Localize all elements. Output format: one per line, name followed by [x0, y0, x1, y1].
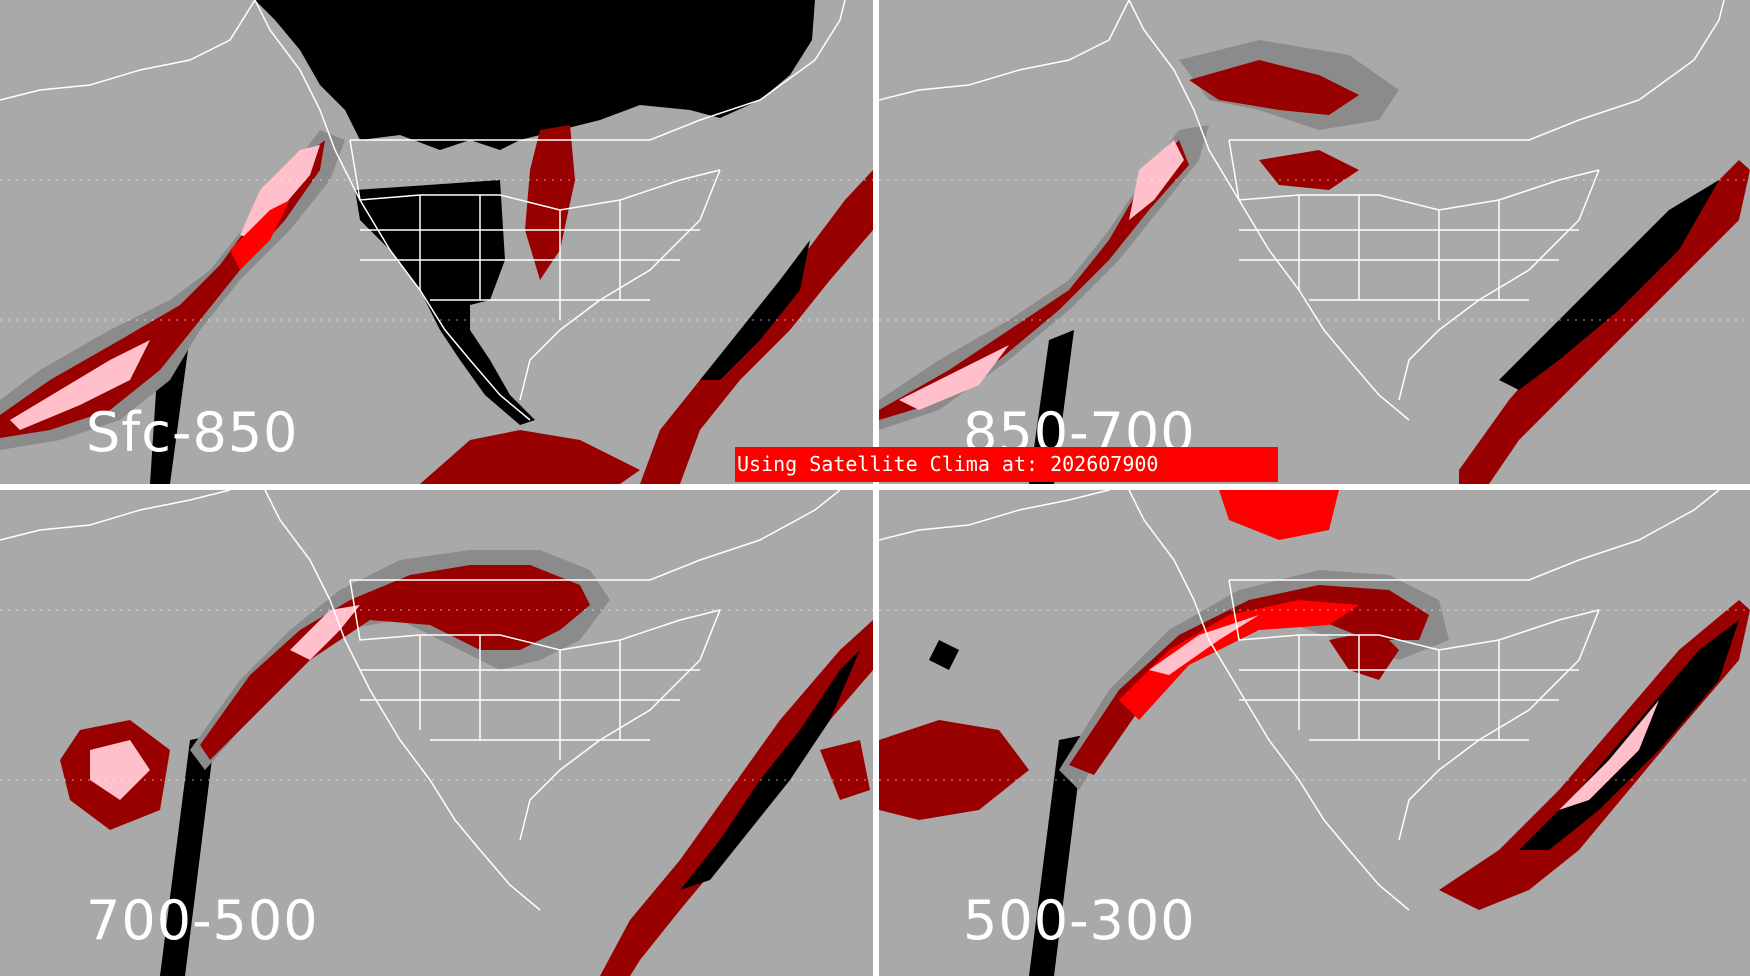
map-700-500	[0, 490, 873, 976]
map-850-700	[879, 0, 1750, 484]
panel-label: 500-300	[963, 889, 1196, 952]
map-sfc-850	[0, 0, 873, 484]
map-500-300	[879, 490, 1750, 976]
satellite-clima-banner: Using Satellite Clima at: 202607900	[735, 447, 1278, 482]
panel-sfc-850: Sfc-850	[0, 0, 873, 484]
panel-500-300: 500-300	[879, 490, 1750, 976]
horizontal-divider	[0, 484, 1750, 490]
panel-850-700: 850-700	[879, 0, 1750, 484]
panel-label: 700-500	[86, 889, 319, 952]
panel-label: Sfc-850	[86, 401, 299, 464]
panel-700-500: 700-500	[0, 490, 873, 976]
